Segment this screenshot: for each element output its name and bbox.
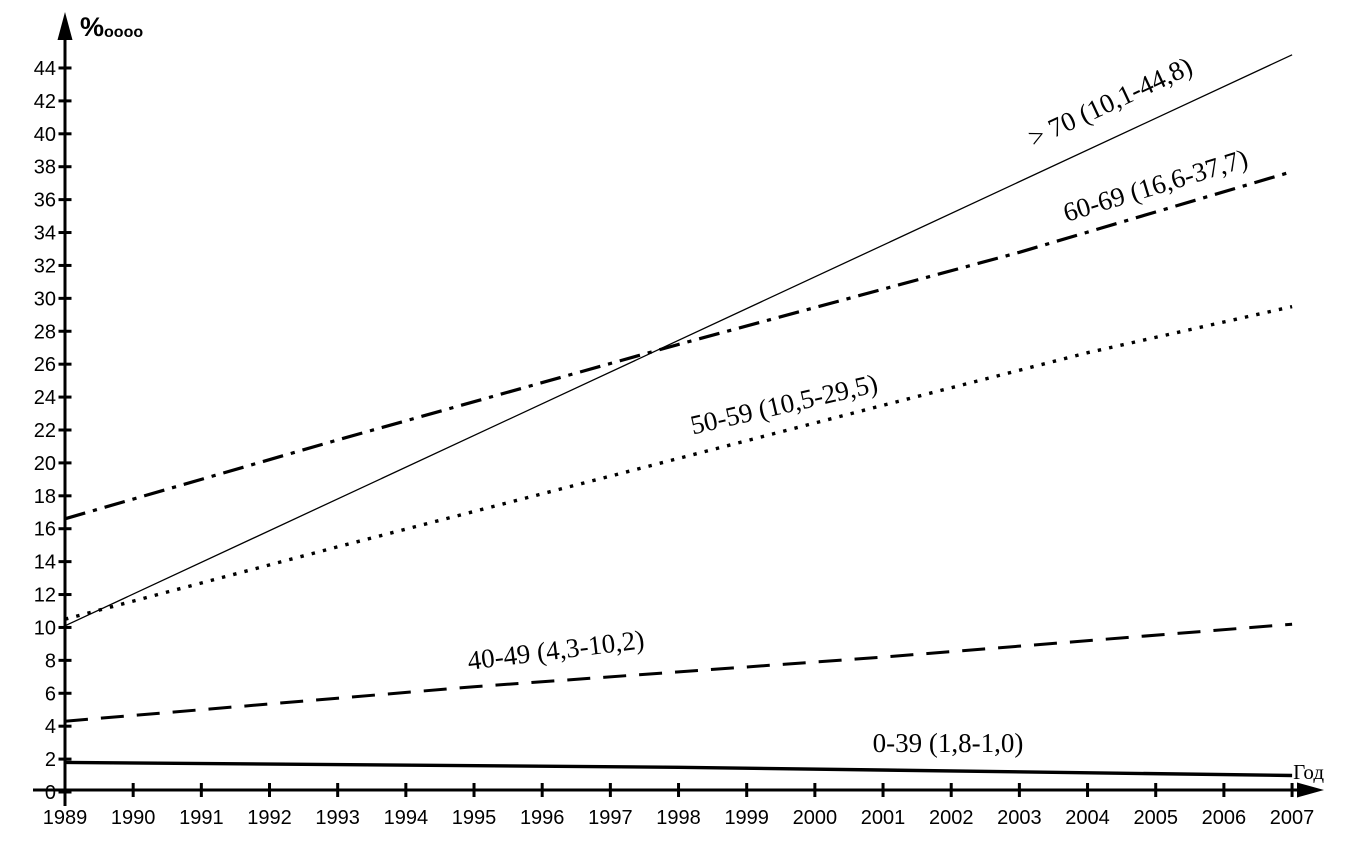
- x-tick-label: 2003: [997, 807, 1042, 829]
- y-tick-label: 18: [34, 486, 56, 508]
- x-tick-label: 2006: [1202, 807, 1247, 829]
- x-tick-label: 2002: [929, 807, 974, 829]
- y-tick-label: 44: [34, 58, 56, 80]
- y-tick-label: 40: [34, 124, 56, 146]
- x-tick-label: 1991: [179, 807, 224, 829]
- y-tick-label: 2: [45, 749, 56, 771]
- x-tick-label: 1998: [656, 807, 701, 829]
- x-axis-title: Год: [1293, 760, 1324, 784]
- x-axis-arrow-icon: [1297, 782, 1324, 798]
- series-label-age-40-49: 40-49 (4,3-10,2): [466, 624, 646, 675]
- series-line-age-60-69: [64, 170, 1293, 521]
- x-tick-label: 2007: [1270, 807, 1315, 829]
- x-tick-label: 1990: [111, 807, 156, 829]
- y-tick-label: 20: [34, 453, 56, 475]
- y-tick-label: 32: [34, 255, 56, 277]
- x-tick-label: 1997: [588, 807, 633, 829]
- y-tick-label: 26: [34, 354, 56, 376]
- y-tick-label: 14: [34, 552, 56, 574]
- x-tick-label: 1989: [43, 807, 88, 829]
- y-tick-label: 30: [34, 288, 56, 310]
- y-tick-label: 4: [45, 716, 56, 738]
- x-tick-label: 1992: [247, 807, 292, 829]
- y-tick-label: 16: [34, 519, 56, 541]
- x-tick-label: 2001: [861, 807, 906, 829]
- y-tick-label: 22: [34, 420, 56, 442]
- y-tick-label: 42: [34, 91, 56, 113]
- series-line-age-50-59: [64, 304, 1293, 621]
- y-tick-label: 38: [34, 157, 56, 179]
- series-line-age-40-49: [64, 622, 1293, 723]
- y-tick-label: 36: [34, 190, 56, 212]
- y-tick-label: 6: [45, 683, 56, 705]
- y-tick-label: 8: [45, 650, 56, 672]
- x-tick-label: 1994: [384, 807, 429, 829]
- x-tick-label: 2004: [1065, 807, 1110, 829]
- series-label-age-60-69: 60-69 (16,6-37,7): [1060, 143, 1252, 228]
- y-tick-label: 0: [45, 782, 56, 804]
- x-tick-label: 1999: [724, 807, 769, 829]
- y-tick-label: 24: [34, 387, 56, 409]
- x-tick-label: 1995: [452, 807, 497, 829]
- series-line-age-0-39: [64, 760, 1293, 778]
- y-tick-label: 12: [34, 585, 56, 607]
- y-tick-label: 10: [34, 617, 56, 639]
- y-axis-unit-label: %oooo: [80, 12, 143, 42]
- x-tick-label: 2000: [793, 807, 838, 829]
- y-axis-arrow-icon: [57, 12, 73, 40]
- series-label-age-0-39: 0-39 (1,8-1,0): [873, 728, 1024, 758]
- series-label-age-over-70: > 70 (10,1-44,8): [1024, 51, 1197, 153]
- x-tick-label: 1993: [315, 807, 360, 829]
- y-tick-label: 28: [34, 321, 56, 343]
- x-tick-label: 2005: [1133, 807, 1178, 829]
- x-tick-label: 1996: [520, 807, 565, 829]
- y-tick-label: 34: [34, 223, 56, 245]
- series-line-age-over-70: [64, 54, 1293, 627]
